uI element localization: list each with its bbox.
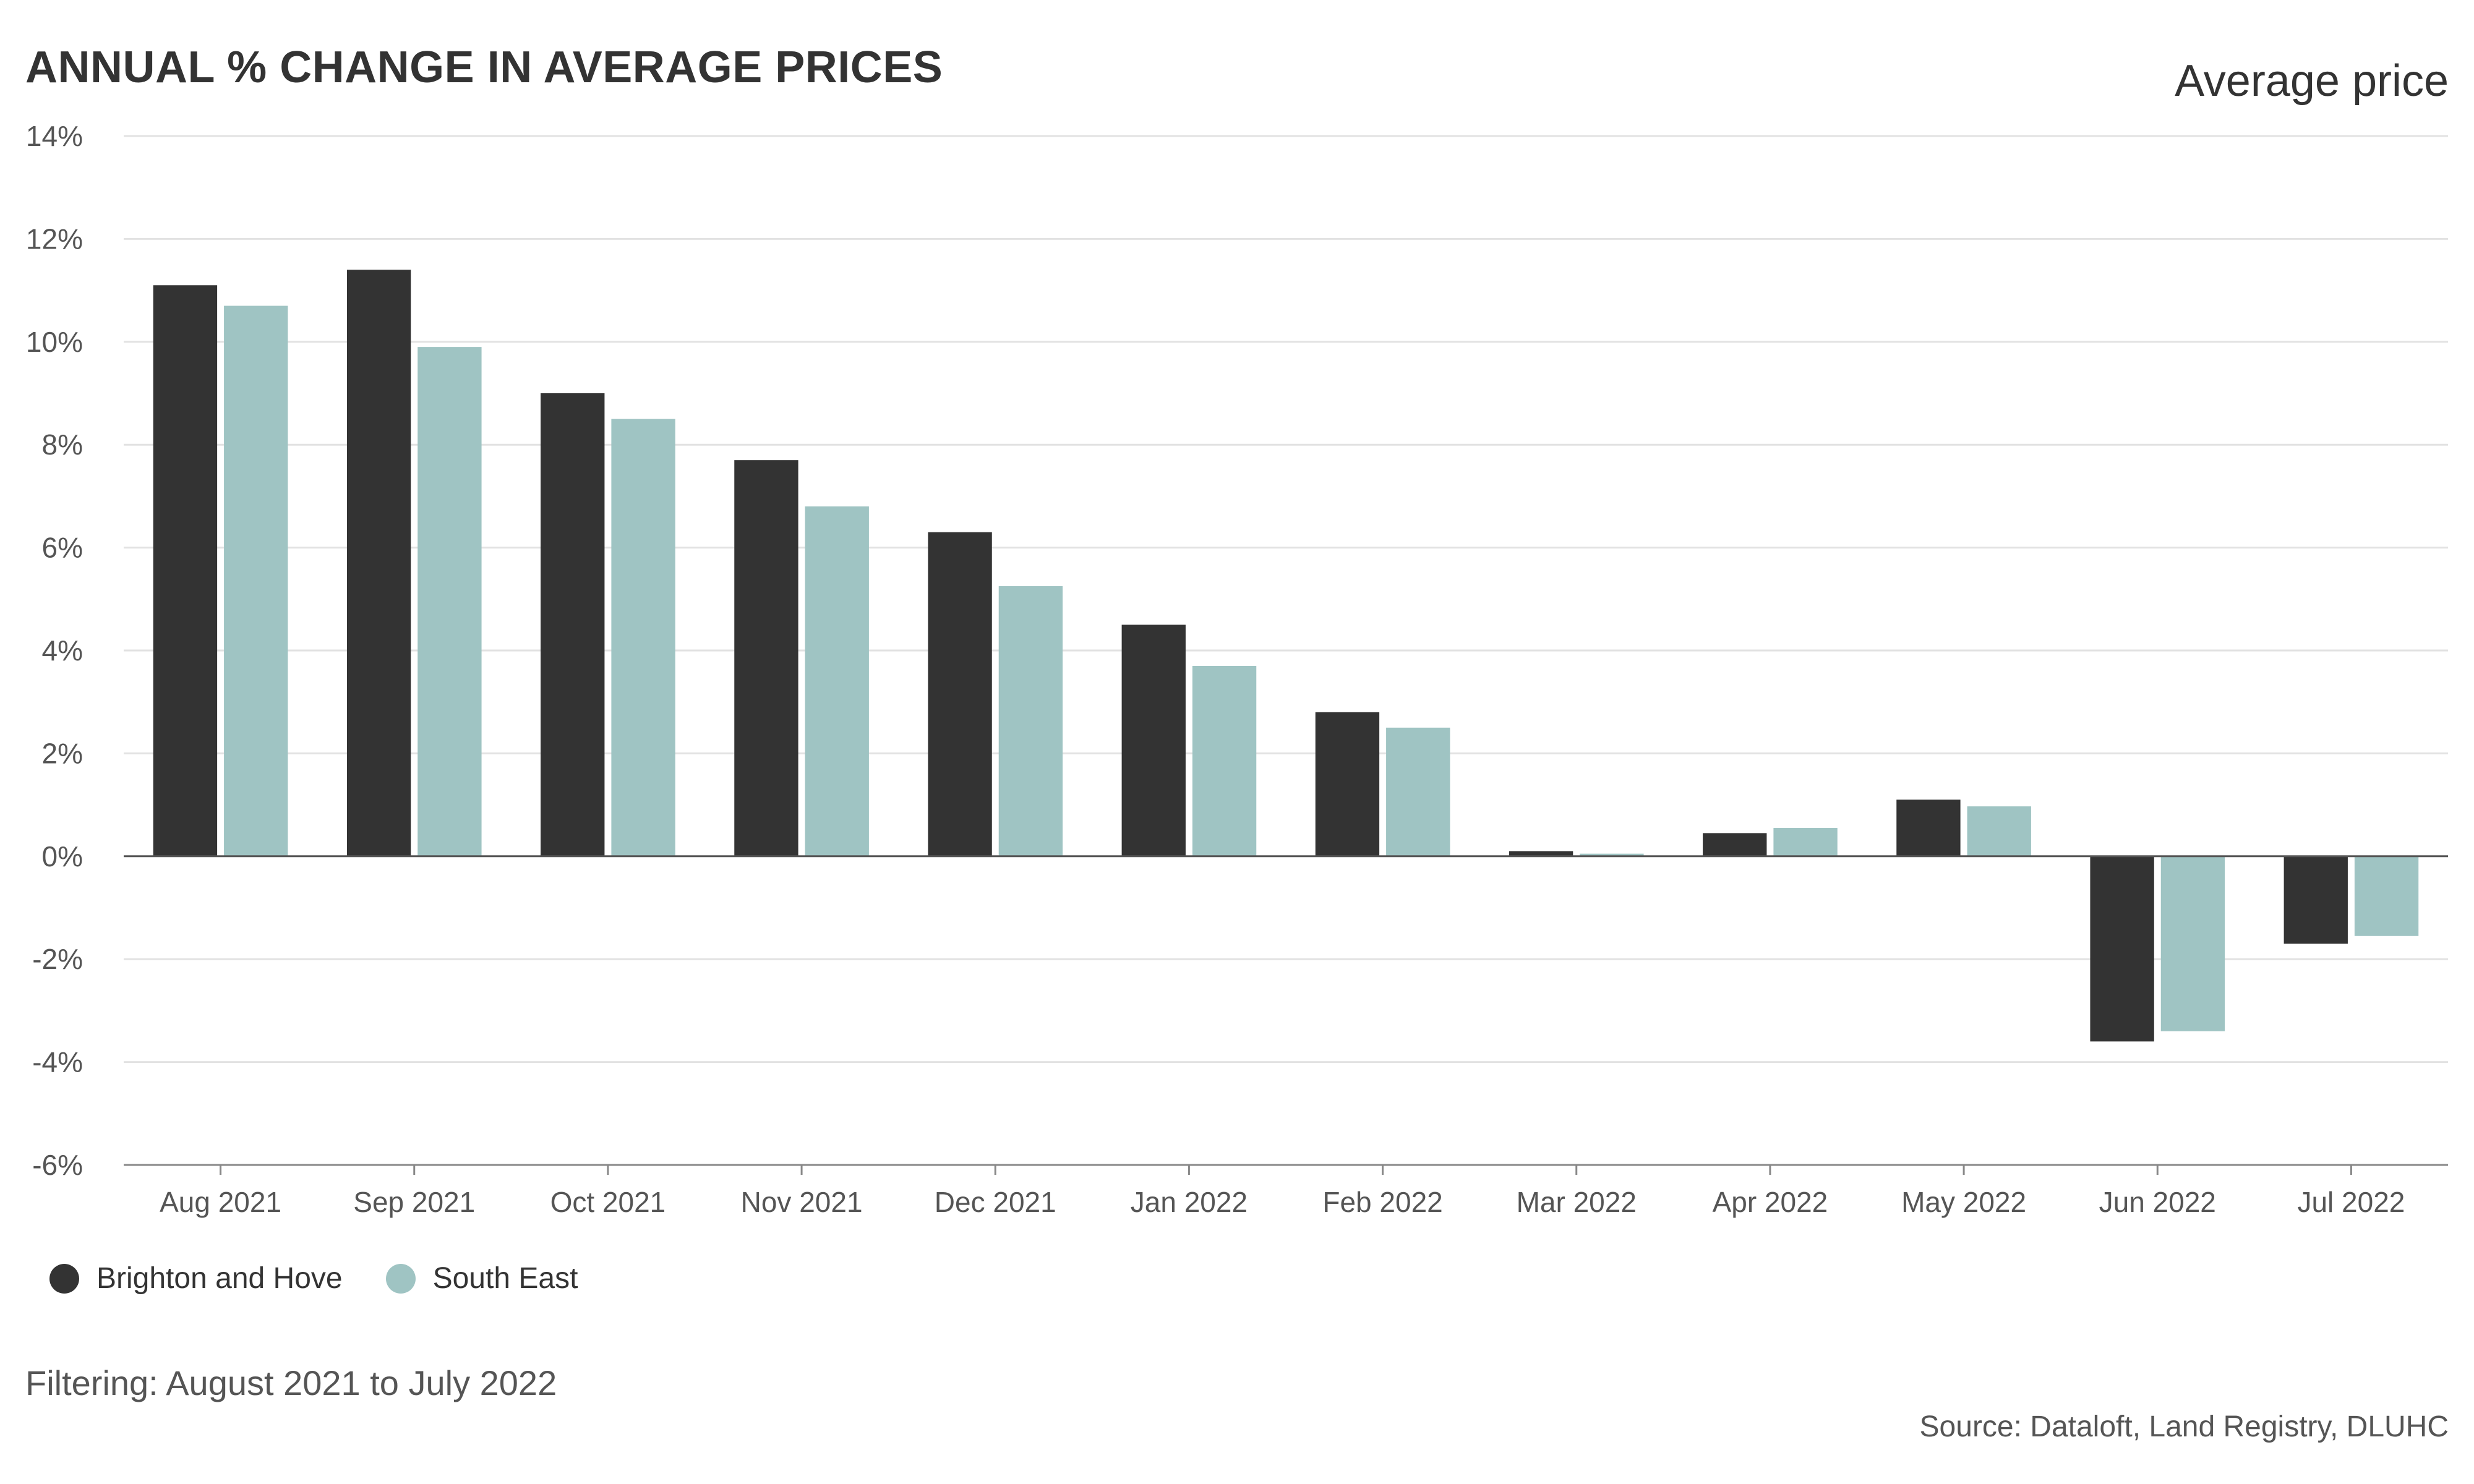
legend-item-brighton-and-hove[interactable]: Brighton and Hove <box>49 1261 343 1295</box>
bar-brighton-and-hove[interactable] <box>1121 625 1186 856</box>
source-note: Source: Dataloft, Land Registry, DLUHC <box>1919 1410 2449 1443</box>
bar-chart: 14% 12% 10% 8% 6% 4% 2% 0% -2% -4% -6% Aug 2021 Sep… <box>26 120 2448 1218</box>
legend-item-south-east[interactable]: South East <box>385 1261 578 1295</box>
x-tick-label: Nov 2021 <box>741 1186 863 1218</box>
bar-brighton-and-hove[interactable] <box>2284 856 2348 944</box>
bar-brighton-and-hove[interactable] <box>1703 833 1767 856</box>
legend: Brighton and Hove South East <box>49 1261 621 1295</box>
y-tick-label: 4% <box>42 634 83 667</box>
y-tick-label: 10% <box>26 326 83 358</box>
bar-south-east[interactable] <box>1967 806 2031 856</box>
bar-south-east[interactable] <box>1192 665 1257 856</box>
legend-label-brighton-and-hove: Brighton and Hove <box>96 1262 343 1295</box>
x-tick-label: Mar 2022 <box>1517 1186 1637 1218</box>
x-tick-label: May 2022 <box>1901 1186 2026 1218</box>
filter-note: Filtering: August 2021 to July 2022 <box>25 1363 557 1402</box>
bar-south-east[interactable] <box>805 506 869 856</box>
bar-brighton-and-hove[interactable] <box>153 285 218 856</box>
y-axis-tick-labels: 14% 12% 10% 8% 6% 4% 2% 0% -2% -4% -6% <box>26 120 83 1181</box>
x-tick-label: Jun 2022 <box>2099 1186 2216 1218</box>
axes <box>124 855 2448 1175</box>
legend-swatch-south-east <box>385 1263 416 1294</box>
bar-brighton-and-hove[interactable] <box>346 270 411 856</box>
bar-south-east[interactable] <box>224 305 288 856</box>
x-tick-label: Apr 2022 <box>1713 1186 1828 1218</box>
bar-brighton-and-hove[interactable] <box>2090 856 2154 1042</box>
bar-south-east[interactable] <box>998 586 1063 856</box>
y-tick-label: 0% <box>42 840 83 872</box>
grid-lines <box>124 135 2448 1064</box>
bar-brighton-and-hove[interactable] <box>734 460 798 856</box>
y-tick-label: 6% <box>42 532 83 564</box>
bar-brighton-and-hove[interactable] <box>1896 800 1961 856</box>
y-tick-label: 2% <box>42 737 83 769</box>
bar-brighton-and-hove[interactable] <box>541 393 605 856</box>
bar-south-east[interactable] <box>1773 828 1838 856</box>
bar-south-east[interactable] <box>1580 853 1644 856</box>
bar-south-east[interactable] <box>611 419 675 856</box>
bar-south-east[interactable] <box>417 347 482 856</box>
y-tick-label: -2% <box>32 943 83 975</box>
x-tick-label: Dec 2021 <box>935 1186 1056 1218</box>
bar-brighton-and-hove[interactable] <box>1509 851 1573 856</box>
legend-label-south-east: South East <box>432 1262 578 1295</box>
bar-brighton-and-hove[interactable] <box>1315 712 1380 856</box>
metric-label: Average price <box>2175 56 2449 106</box>
legend-swatch-brighton-and-hove <box>49 1263 79 1294</box>
bar-south-east[interactable] <box>2160 856 2225 1031</box>
y-tick-label: 14% <box>26 120 83 152</box>
y-tick-label: 8% <box>42 429 83 461</box>
x-tick-label: Sep 2021 <box>353 1186 475 1218</box>
y-tick-label: 12% <box>26 223 83 255</box>
x-tick-label: Aug 2021 <box>160 1186 281 1218</box>
x-tick-label: Jul 2022 <box>2297 1186 2405 1218</box>
x-tick-label: Feb 2022 <box>1322 1186 1442 1218</box>
y-tick-label: -4% <box>32 1046 83 1078</box>
chart-title: ANNUAL % CHANGE IN AVERAGE PRICES <box>25 43 943 92</box>
bar-brighton-and-hove[interactable] <box>928 532 992 856</box>
y-tick-label: -6% <box>32 1149 83 1181</box>
bar-south-east[interactable] <box>1386 727 1450 856</box>
x-tick-label: Oct 2021 <box>550 1186 666 1218</box>
bar-south-east[interactable] <box>2354 856 2419 936</box>
x-axis-tick-labels: Aug 2021 Sep 2021 Oct 2021 Nov 2021 Dec 2021… <box>160 1186 2405 1218</box>
bars <box>153 270 2419 1042</box>
x-tick-label: Jan 2022 <box>1131 1186 1248 1218</box>
